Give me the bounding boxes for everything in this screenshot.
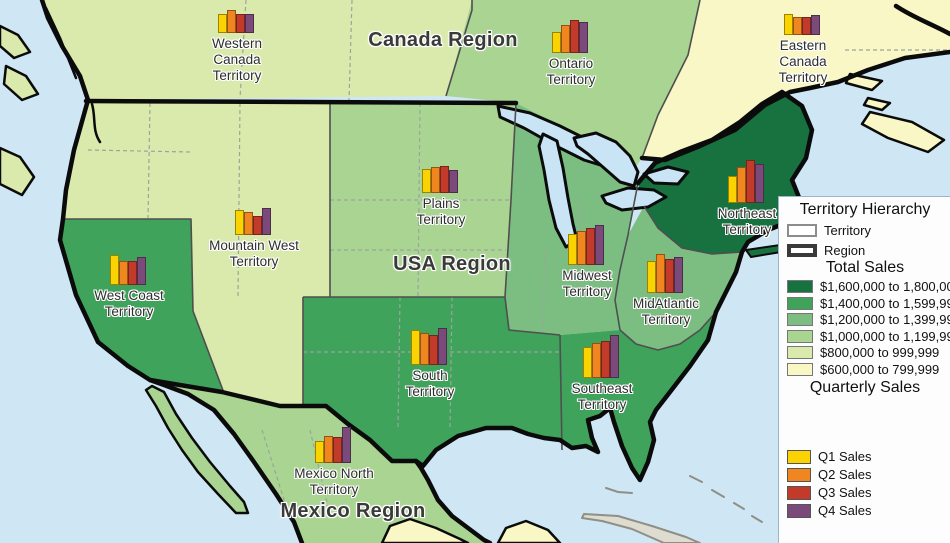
color-swatch — [787, 449, 811, 464]
quarter-series-label: Q4 Sales — [818, 503, 872, 518]
legend-quarter-series: Q1 Sales — [787, 449, 871, 464]
legend-item-label: Region — [824, 243, 866, 258]
legend-item-region: Region — [787, 243, 865, 258]
territory-swatch — [787, 224, 817, 237]
yucatan-land[interactable] — [496, 519, 562, 543]
color-swatch — [787, 485, 811, 500]
bc-coast-island — [2, 64, 40, 102]
territory-shape-ontario[interactable] — [446, 0, 700, 178]
lake-huron — [572, 131, 640, 188]
legend-total-sales-class: $1,200,000 to 1,399,999 — [787, 312, 950, 327]
color-swatch — [787, 346, 813, 359]
territory-border — [302, 102, 563, 451]
color-swatch — [787, 467, 811, 482]
bc-coast-island — [0, 24, 32, 60]
territory-border — [614, 182, 743, 351]
territory-border — [63, 218, 225, 394]
legend-panel: Territory Hierarchy Territory Region Tota… — [778, 196, 950, 543]
total-sales-range-label: $1,200,000 to 1,399,999 — [820, 312, 950, 327]
legend-quarter-series: Q2 Sales — [787, 467, 871, 482]
legend-quarter-series: Q3 Sales — [787, 485, 871, 500]
mexico-south-land[interactable] — [380, 517, 470, 543]
mexico-coast — [147, 377, 493, 543]
color-swatch — [787, 362, 813, 376]
prince-edward-island — [862, 96, 892, 112]
coastal-inlets — [44, 6, 102, 144]
total-sales-range-label: $1,000,000 to 1,199,999 — [820, 328, 950, 344]
mexico-state-borders — [261, 429, 331, 516]
color-swatch — [787, 296, 813, 310]
quarter-series-label: Q1 Sales — [818, 449, 872, 464]
region-swatch — [787, 244, 817, 257]
territory-shape-mountain-west[interactable] — [63, 100, 330, 406]
lake-erie — [600, 186, 668, 212]
territory-shape-western-canada[interactable] — [28, 0, 472, 100]
legend-total-sales-class: $1,400,000 to 1,599,999 — [787, 296, 950, 311]
territory-border — [641, 0, 701, 159]
cuba — [581, 513, 701, 543]
quarter-series-label: Q3 Sales — [818, 485, 872, 500]
legend-total-sales-class: $600,000 to 799,999 — [787, 362, 939, 377]
total-sales-range-label: $600,000 to 799,999 — [820, 361, 940, 377]
territory-shape-eastern-canada[interactable] — [642, 0, 950, 160]
nova-scotia — [860, 110, 946, 154]
total-sales-range-label: $1,600,000 to 1,800,000 — [820, 279, 950, 294]
legend-total-sales-class: $800,000 to 999,999 — [787, 345, 939, 360]
total-sales-range-label: $1,400,000 to 1,599,999 — [820, 295, 950, 311]
color-swatch — [787, 313, 813, 326]
bahamas-and-florida-keys — [605, 475, 763, 523]
total-sales-range-label: $800,000 to 999,999 — [820, 345, 940, 360]
territory-shape-northeast[interactable] — [638, 92, 812, 254]
color-swatch — [787, 329, 813, 343]
color-swatch — [787, 503, 811, 518]
legend-item-label: Territory — [824, 223, 871, 238]
vancouver-island — [0, 146, 36, 197]
legend-total-sales-title: Total Sales — [825, 259, 905, 276]
color-swatch — [787, 280, 813, 293]
legend-total-sales-class: $1,600,000 to 1,800,000 — [787, 279, 950, 294]
legend-quarter-series: Q4 Sales — [787, 503, 871, 518]
legend-item-territory: Territory — [787, 223, 871, 238]
lake-ontario — [642, 165, 690, 186]
legend-quarterly-title: Quarterly Sales — [809, 379, 921, 396]
legend-hierarchy-title: Territory Hierarchy — [799, 201, 931, 218]
quarter-series-label: Q2 Sales — [818, 467, 872, 482]
usa-canada-border — [83, 98, 519, 106]
baja-california-peninsula[interactable] — [144, 384, 250, 515]
river — [893, 3, 950, 37]
territory-shape-west-coast[interactable] — [60, 219, 224, 393]
territory-border — [445, 0, 473, 97]
legend-total-sales-class: $1,000,000 to 1,199,999 — [787, 329, 950, 344]
st-lawrence-coast — [639, 49, 950, 163]
